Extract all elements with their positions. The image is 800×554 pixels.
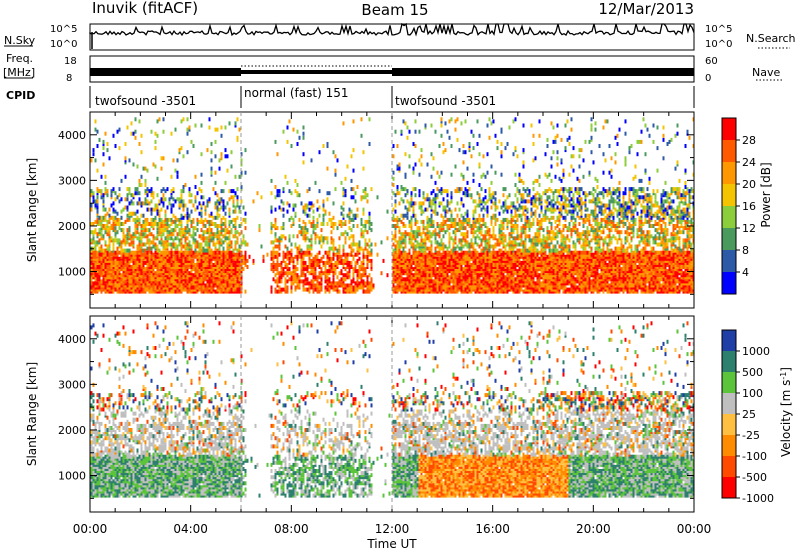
- y-tick-label: 3000: [58, 378, 86, 391]
- colorbar-tick-label: 1000: [742, 345, 770, 358]
- freq-unit: [MHz]: [3, 66, 35, 79]
- nsky-tick-bottom: 10^0: [50, 39, 77, 50]
- colorbar-tick-label: -25: [742, 429, 760, 442]
- nsearch-tick-bottom: 10^0: [705, 39, 732, 50]
- power-cells: [90, 117, 695, 294]
- velocity-panel: 1000 2000 3000 4000 Slant Range [km]: [25, 315, 695, 513]
- nsky-label: N.Sky: [4, 34, 36, 47]
- freq-band-2: [241, 70, 392, 74]
- y-tick-label: 2000: [58, 424, 86, 437]
- y-tick-label: 3000: [58, 174, 86, 187]
- beam-title: Beam 15: [361, 1, 428, 19]
- nsearch-label: N.Search: [746, 32, 796, 45]
- cpid-segment-2: normal (fast) 151: [244, 86, 348, 100]
- colorbar-tick-label: 500: [742, 366, 763, 379]
- power-axis: 1000 2000 3000 4000: [58, 112, 695, 308]
- colorbar-tick-label: 25: [742, 408, 756, 421]
- nsky-frame: [89, 23, 695, 51]
- colorbar-tick-label: -100: [742, 450, 767, 463]
- nave-tick-top: 60: [705, 56, 718, 67]
- x-tick-label: 04:00: [173, 522, 208, 536]
- colorbar-tick-label: 4: [742, 266, 749, 279]
- x-tick-label: 12:00: [375, 522, 410, 536]
- velocity-cbar-label: Velocity [m s-1]: [779, 367, 793, 457]
- cpid-label: CPID: [6, 89, 35, 102]
- y-tick-label: 2000: [58, 220, 86, 233]
- colorbar-tick-label: 100: [742, 387, 763, 400]
- y-tick-label: 4000: [58, 129, 86, 142]
- colorbar-tick-label: 28: [742, 134, 756, 147]
- colorbar-tick-label: 20: [742, 178, 756, 191]
- velocity-colorbar: 1000 500 100 25 -25 -100 -500 -1000: [721, 329, 774, 505]
- power-ylabel: Slant Range [km]: [25, 158, 39, 262]
- velocity-cells: [90, 321, 695, 498]
- station-title: Inuvik (fitACF): [92, 0, 198, 17]
- y-tick-label: 4000: [58, 333, 86, 346]
- x-tick-label: 20:00: [576, 522, 611, 536]
- freq-tick-bottom: 8: [66, 73, 72, 84]
- colorbar-tick-label: -500: [742, 471, 767, 484]
- x-tick-label: 00:00: [73, 522, 108, 536]
- freq-tick-top: 18: [64, 56, 77, 67]
- nave-tick-bottom: 0: [705, 73, 711, 84]
- date-title: 12/Mar/2013: [598, 0, 694, 18]
- velocity-ylabel: Slant Range [km]: [25, 362, 39, 466]
- colorbar-tick-label: -1000: [742, 492, 774, 505]
- nsearch-tick-top: 10^5: [705, 24, 732, 35]
- freq-label: Freq.: [6, 52, 33, 65]
- x-tick-label: 00:00: [677, 522, 712, 536]
- cpid-segment-3: twofsound -3501: [395, 94, 496, 108]
- velocity-axis: 1000 2000 3000 4000: [58, 316, 695, 512]
- colorbar-tick-label: 16: [742, 200, 756, 213]
- x-tick-label: 08:00: [274, 522, 309, 536]
- power-cbar-label: Power [dB]: [759, 162, 773, 227]
- cpid-segment-1: twofsound -3501: [95, 94, 196, 108]
- power-panel: 1000 2000 3000 4000 Slant Range [km]: [25, 111, 695, 309]
- power-colorbar: 28 24 20 16 12 8 4: [721, 117, 756, 295]
- x-axis-label: Time UT: [366, 537, 417, 551]
- colorbar-tick-label: 24: [742, 156, 756, 169]
- x-tick-labels: 00:00 04:00 08:00 12:00 16:00 20:00 00:00: [73, 522, 712, 536]
- colorbar-tick-label: 12: [742, 222, 756, 235]
- freq-band-1: [90, 68, 241, 76]
- y-tick-label: 1000: [58, 470, 86, 483]
- nsky-trace: [89, 22, 695, 49]
- colorbar-tick-label: 8: [742, 244, 749, 257]
- nave-label: Nave: [752, 66, 780, 79]
- freq-band-3: [392, 68, 694, 76]
- nsky-tick-top: 10^5: [50, 24, 77, 35]
- y-tick-label: 1000: [58, 266, 86, 279]
- x-tick-label: 16:00: [475, 522, 510, 536]
